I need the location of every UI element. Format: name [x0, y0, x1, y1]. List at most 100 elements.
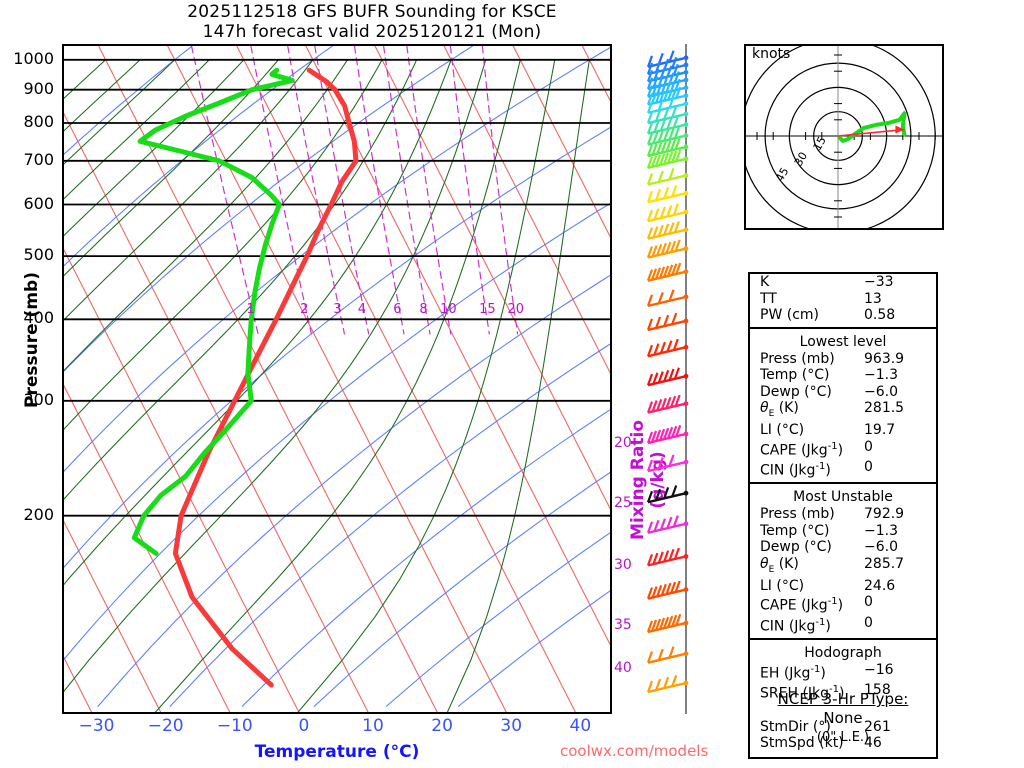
most-unstable-key: LI (°C): [760, 577, 805, 594]
most-unstable-value: 792.9: [864, 506, 905, 523]
wind-barb-plot: [646, 44, 689, 714]
stability-key: PW (cm): [760, 307, 819, 323]
pressure-axis-title: Pressure (mb): [22, 272, 42, 408]
most-unstable-key: Dewp (°C): [760, 539, 832, 556]
lowest-level-value: 963.9: [864, 350, 905, 367]
lowest-level-header: Lowest level: [799, 333, 887, 350]
hodograph-stats-header: Hodograph: [804, 644, 882, 661]
most-unstable-row: CIN (Jkg-1) 0: [750, 615, 936, 635]
stability-indices-list: K −33 TT 13 PW (cm) 0.58: [750, 274, 936, 324]
stability-value: 13: [864, 290, 882, 307]
stability-row: PW (cm) 0.58: [750, 307, 936, 324]
pressure-tick-700: 700: [23, 149, 54, 169]
ptype-header: NCEP 3-Hr PType:: [777, 690, 909, 708]
hodograph-stat-value: 158: [864, 681, 891, 698]
pressure-tick-300: 300: [23, 389, 54, 409]
most-unstable-value: 24.6: [864, 577, 896, 594]
lowest-level-row: θE (K) 281.5: [750, 400, 936, 422]
mixing-ratio-label-15: 15: [479, 302, 496, 318]
lowest-level-row: CAPE (Jkg-1) 0: [750, 439, 936, 459]
temperature-tick--20: −20: [147, 716, 184, 736]
temperature-tick-40: 40: [569, 716, 592, 736]
mixing-ratio-label-4: 4: [357, 302, 366, 318]
lowest-level-list: Press (mb) 963.9 Temp (°C) −1.3 Dewp (°C) −6.…: [750, 351, 936, 480]
pressure-tick-800: 800: [23, 112, 54, 132]
hodograph-stat-value: 46: [864, 735, 882, 752]
ptype-amount: (0" L.E.): [816, 730, 870, 745]
most-unstable-row: LI (°C) 24.6: [750, 578, 936, 595]
mixing-ratio-side-label-25: 25: [614, 495, 632, 511]
most-unstable-row: CAPE (Jkg-1) 0: [750, 594, 936, 614]
temperature-tick-30: 30: [500, 716, 523, 736]
lowest-level-value: 0: [864, 438, 873, 455]
most-unstable-key: CIN (Jkg-1): [760, 616, 831, 635]
most-unstable-row: Press (mb) 792.9: [750, 506, 936, 523]
lowest-level-value: 0: [864, 458, 873, 475]
most-unstable-key: Temp (°C): [760, 522, 830, 539]
title-line-1: 2025112518 GFS BUFR Sounding for KSCE: [187, 2, 557, 22]
pressure-tick-200: 200: [23, 504, 54, 524]
lowest-level-key: Dewp (°C): [760, 383, 832, 400]
most-unstable-list: Press (mb) 792.9 Temp (°C) −1.3 Dewp (°C) −6.…: [750, 506, 936, 635]
lowest-level-value: −6.0: [864, 383, 898, 400]
watermark: coolwx.com/models: [560, 742, 709, 760]
temperature-tick-20: 20: [431, 716, 453, 736]
stability-key: K: [760, 274, 770, 290]
ptype-value: None: [823, 709, 863, 727]
lowest-level-key: Press (mb): [760, 350, 835, 367]
hodograph-stat-key: StmSpd (kt): [760, 735, 844, 752]
lowest-level-key: θE (K): [760, 400, 799, 419]
hodograph-stat-row: StmSpd (kt) 46: [750, 735, 936, 752]
hodograph-stat-value: 261: [864, 718, 891, 735]
mixing-ratio-side-label-40: 40: [614, 660, 632, 676]
stability-row: K −33: [750, 274, 936, 291]
skewt-diagram: [62, 44, 612, 714]
most-unstable-row: θE (K) 285.7: [750, 556, 936, 578]
most-unstable-value: 0: [864, 614, 873, 631]
lowest-level-row: LI (°C) 19.7: [750, 422, 936, 439]
mixing-ratio-label-1: 1: [246, 302, 255, 318]
most-unstable-header: Most Unstable: [793, 489, 893, 506]
most-unstable-key: Press (mb): [760, 506, 835, 523]
temperature-tick--10: −10: [216, 716, 253, 736]
lowest-level-row: Dewp (°C) −6.0: [750, 384, 936, 401]
lowest-level-key: LI (°C): [760, 422, 805, 439]
mixing-ratio-label-10: 10: [440, 302, 457, 318]
mixing-ratio-label-2: 2: [300, 302, 309, 318]
pressure-tick-400: 400: [23, 308, 54, 328]
ptype-panel: NCEP 3-Hr PType: None (0" L.E.): [748, 690, 938, 747]
hodograph-stat-row: SREH (Jkg-1) 158: [750, 682, 936, 702]
temperature-tick--30: −30: [78, 716, 115, 736]
chart-title: 2025112518 GFS BUFR Sounding for KSCE 14…: [0, 2, 744, 42]
hodograph-stat-row: StmDir (°) 261: [750, 719, 936, 736]
most-unstable-row: Temp (°C) −1.3: [750, 523, 936, 540]
most-unstable-value: 285.7: [864, 555, 905, 572]
temperature-tick-10: 10: [362, 716, 384, 736]
svg-text:45: 45: [773, 165, 791, 184]
stability-row: TT 13: [750, 291, 936, 308]
stability-value: 0.58: [864, 307, 896, 323]
lowest-level-value: −1.3: [864, 367, 898, 383]
most-unstable-value: −1.3: [864, 522, 898, 539]
lowest-level-row: CIN (Jkg-1) 0: [750, 459, 936, 479]
mixing-ratio-label-3: 3: [333, 302, 342, 318]
mixing-ratio-side-label-35: 35: [614, 617, 632, 633]
pressure-tick-900: 900: [23, 78, 54, 98]
title-line-2: 147h forecast valid 2025120121 (Mon): [202, 22, 542, 42]
sounding-stats-panel: K −33 TT 13 PW (cm) 0.58 Lowest level Press (…: [748, 272, 938, 759]
divider: [750, 637, 936, 640]
hodograph-stat-row: EH (Jkg-1) −16: [750, 662, 936, 682]
mixing-ratio-side-label-30: 30: [614, 557, 632, 573]
most-unstable-value: 0: [864, 594, 873, 611]
pressure-tick-500: 500: [23, 245, 54, 265]
hodograph-stat-value: −16: [864, 661, 894, 678]
svg-text:15: 15: [811, 134, 829, 153]
lowest-level-row: Press (mb) 963.9: [750, 351, 936, 368]
most-unstable-value: −6.0: [864, 539, 898, 556]
lowest-level-value: 19.7: [864, 422, 896, 439]
mixing-ratio-label-6: 6: [393, 302, 402, 318]
mixing-ratio-label-8: 8: [419, 302, 428, 318]
pressure-tick-600: 600: [23, 193, 54, 213]
hodograph-stat-key: StmDir (°): [760, 718, 831, 735]
